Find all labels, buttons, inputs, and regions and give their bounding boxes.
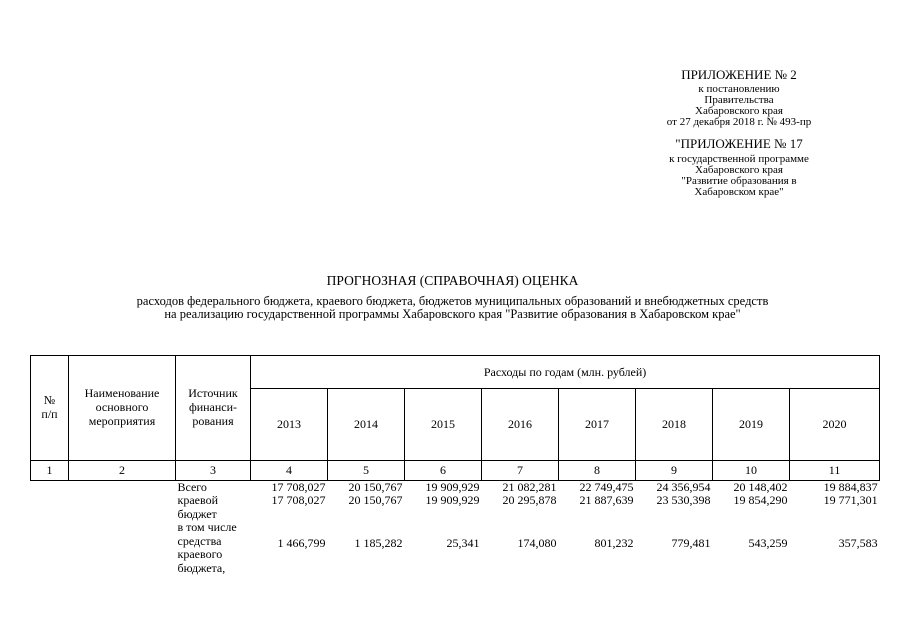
value-cell: 543,259: [748, 536, 788, 551]
value-cell: 23 530,398: [656, 493, 711, 508]
value-cell: 19 909,929: [425, 480, 480, 494]
value-cell: 17 708,027: [271, 493, 326, 508]
empty-cell: [69, 481, 176, 495]
empty-cell: [69, 494, 176, 521]
appendix-title-2: "ПРИЛОЖЕНИЕ № 17: [675, 136, 803, 152]
year-header-2016: 2016: [481, 388, 559, 461]
table-row-total: Всего 17 708,027 20 150,767 19 909,929 2…: [31, 480, 880, 495]
value-cell: 1 185,282: [354, 536, 403, 551]
value-cell: 174,080: [517, 536, 557, 551]
empty-cell: [31, 494, 69, 521]
table-row-including-funds: в том числе средства краевого бюджета, 1…: [31, 521, 880, 575]
header-row-years: 2013 2014 2015 2016 2017 2018 2019 2020: [31, 388, 881, 461]
budget-table: № п/п Наименование основного мероприятия…: [30, 355, 881, 575]
row-source: Всего: [177, 480, 207, 494]
col-number: 1: [30, 460, 69, 481]
value-cell: 24 356,954: [656, 480, 711, 494]
row-source: краевой бюджет: [177, 493, 219, 521]
header-row-top: № п/п Наименование основного мероприятия…: [30, 355, 881, 461]
empty-cell: [69, 521, 176, 575]
col-number: 5: [327, 460, 405, 481]
col-header-source: Источник финанси- рования: [175, 355, 251, 461]
page-subtitle: расходов федерального бюджета, краевого …: [136, 294, 769, 322]
appendix-block: ПРИЛОЖЕНИЕ № 2 к постановлению Правитель…: [598, 67, 880, 198]
page-title: ПРОГНОЗНАЯ (СПРАВОЧНАЯ) ОЦЕНКА: [326, 273, 579, 288]
appendix-subtext-1: к постановлению Правительства Хабаровско…: [666, 83, 812, 129]
value-cell: 19 909,929: [425, 493, 480, 508]
col-number: 4: [250, 460, 328, 481]
value-cell: 19 884,837: [823, 480, 878, 494]
year-header-2013: 2013: [250, 388, 328, 461]
value-cell: 19 854,290: [733, 493, 788, 508]
col-header-name: Наименование основного мероприятия: [68, 355, 176, 461]
table-row-regional-budget: краевой бюджет 17 708,027 20 150,767 19 …: [31, 494, 880, 521]
appendix-subtext-2: к государственной программе Хабаровского…: [669, 152, 809, 198]
col-header-num: № п/п: [30, 355, 69, 461]
col-number: 7: [481, 460, 559, 481]
col-header-expenses: Расходы по годам (млн. рублей): [249, 355, 881, 389]
empty-cell: [31, 481, 69, 495]
value-cell: 20 150,767: [348, 493, 403, 508]
empty-cell: [31, 521, 69, 575]
value-cell: 20 148,402: [733, 480, 788, 494]
value-cell: 21 887,639: [579, 493, 634, 508]
value-cell: 17 708,027: [271, 480, 326, 494]
year-header-2015: 2015: [404, 388, 482, 461]
value-cell: 19 771,301: [823, 493, 878, 508]
appendix-title-1: ПРИЛОЖЕНИЕ № 2: [681, 67, 797, 82]
col-number: 3: [175, 460, 251, 481]
value-cell: 20 295,878: [502, 493, 557, 508]
value-cell: 20 150,767: [348, 480, 403, 494]
value-cell: 779,481: [671, 536, 711, 551]
col-number: 10: [712, 460, 790, 481]
year-header-2017: 2017: [558, 388, 636, 461]
value-cell: 21 082,281: [502, 480, 557, 494]
year-header-2019: 2019: [712, 388, 790, 461]
value-cell: 801,232: [594, 536, 634, 551]
value-cell: 357,583: [838, 536, 878, 551]
col-number: 9: [635, 460, 713, 481]
value-cell: 1 466,799: [277, 536, 326, 551]
col-number: 6: [404, 460, 482, 481]
value-cell: 25,341: [446, 536, 480, 551]
value-cell: 22 749,475: [579, 480, 634, 494]
col-number: 11: [788, 460, 881, 481]
row-source: в том числе средства краевого бюджета,: [177, 520, 237, 575]
year-header-2018: 2018: [635, 388, 713, 461]
header-row-numbers: 1 2 3 4 5 6 7 8 9 10 11: [30, 460, 881, 481]
year-header-2020: 2020: [788, 388, 881, 461]
col-number: 2: [68, 460, 176, 481]
col-number: 8: [558, 460, 636, 481]
year-header-2014: 2014: [327, 388, 405, 461]
